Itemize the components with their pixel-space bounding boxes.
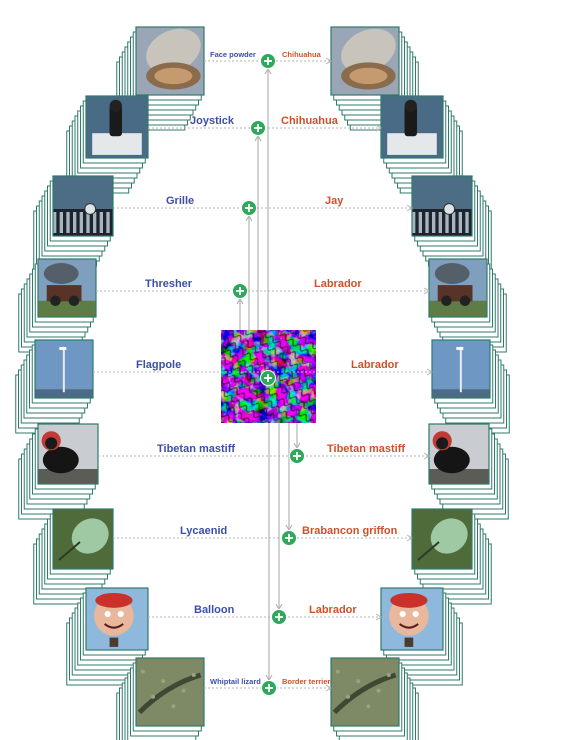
row-tibetan-mastiff: Tibetan mastiff Tibetan mastiff <box>98 443 430 464</box>
perturbed-label: Tibetan mastiff <box>327 443 405 455</box>
perturbed-label: Labrador <box>309 604 357 616</box>
original-image-stack <box>18 258 97 353</box>
original-thumbnail <box>38 259 96 317</box>
original-label: Lycaenid <box>180 525 227 537</box>
perturbed-label: Labrador <box>314 278 362 290</box>
perturbed-image-stack <box>380 95 463 194</box>
original-thumbnail <box>53 176 113 236</box>
plus-circle-icon <box>232 283 248 299</box>
original-image-stack <box>116 657 205 740</box>
original-thumbnail <box>38 424 98 484</box>
perturbed-label: Chihuahua <box>281 115 339 127</box>
perturbed-label: Labrador <box>351 359 399 371</box>
connector-arrowhead <box>406 534 413 542</box>
row-thresher: Thresher Labrador <box>96 278 430 299</box>
row-joystick: Joystick Chihuahua <box>148 115 382 136</box>
connector-arrowhead <box>375 124 382 132</box>
perturbed-thumbnail <box>429 259 487 317</box>
original-image-stack <box>33 508 114 605</box>
connector-arrowhead <box>406 204 413 212</box>
perturbed-image-stack <box>330 657 419 740</box>
perturbed-image-stack <box>431 339 510 434</box>
connector-arrowhead <box>375 613 382 621</box>
perturbed-label: Border terrier <box>282 677 330 686</box>
connectors <box>236 67 301 682</box>
original-thumbnail <box>35 340 93 398</box>
perturbed-thumbnail <box>331 27 399 95</box>
perturbed-thumbnail <box>432 340 490 398</box>
perturbed-thumbnail <box>429 424 489 484</box>
original-image-stack <box>15 339 94 434</box>
row-face-powder: Face powder Chihuahua <box>204 50 332 69</box>
row-balloon: Balloon Labrador <box>148 604 382 625</box>
perturbed-image-stack <box>411 508 492 605</box>
perturbed-thumbnail <box>331 658 399 726</box>
connector-arrowhead <box>325 684 332 692</box>
original-image-stack <box>66 95 149 194</box>
original-image-stack <box>18 423 99 520</box>
perturbed-thumbnail <box>381 96 443 158</box>
plus-circle-icon <box>271 609 287 625</box>
plus-circle-icon <box>250 120 266 136</box>
plus-circle-icon <box>241 200 257 216</box>
original-label: Grille <box>166 195 194 207</box>
plus-circle-icon <box>260 53 276 69</box>
connector-arrowhead <box>423 452 430 460</box>
connector-arrowhead <box>423 287 430 295</box>
row-grille: Grille Jay <box>113 195 413 216</box>
original-label: Tibetan mastiff <box>157 443 235 455</box>
original-image-stack <box>66 587 149 686</box>
original-thumbnail <box>136 658 204 726</box>
original-label: Balloon <box>194 604 235 616</box>
plus-circle-icon <box>260 370 276 386</box>
perturbed-thumbnail <box>412 176 472 236</box>
connector-arrowhead <box>325 57 332 65</box>
row-flagpole: Flagpole Labrador <box>93 359 433 386</box>
original-thumbnail <box>53 509 113 569</box>
perturbed-thumbnail <box>381 588 443 650</box>
original-label: Joystick <box>190 115 235 127</box>
original-thumbnail <box>86 96 148 158</box>
plus-circle-icon <box>289 448 305 464</box>
row-lycaenid: Lycaenid Brabancon griffon <box>113 525 413 546</box>
perturbed-thumbnail <box>412 509 472 569</box>
perturbed-image-stack <box>428 258 507 353</box>
connector-arrowhead <box>426 368 433 376</box>
plus-circle-icon <box>261 680 277 696</box>
original-image-stack <box>33 175 114 272</box>
original-label: Whiptail lizard <box>210 677 261 686</box>
perturbed-image-stack <box>411 175 492 272</box>
row-whiptail-lizard: Whiptail lizard Border terrier <box>204 677 332 696</box>
original-label: Thresher <box>145 278 193 290</box>
label-rows: Face powder Chihuahua Joystick Chihuahua Gri… <box>93 50 433 696</box>
perturbed-label: Chihuahua <box>282 50 322 59</box>
original-thumbnail <box>86 588 148 650</box>
perturbed-label: Jay <box>325 195 344 207</box>
plus-circle-icon <box>281 530 297 546</box>
original-thumbnail <box>136 27 204 95</box>
perturbed-image-stack <box>428 423 509 520</box>
original-label: Face powder <box>210 50 256 59</box>
perturbed-label: Brabancon griffon <box>302 525 398 537</box>
image-stacks <box>15 26 510 740</box>
original-label: Flagpole <box>136 359 181 371</box>
perturbed-image-stack <box>380 587 463 686</box>
